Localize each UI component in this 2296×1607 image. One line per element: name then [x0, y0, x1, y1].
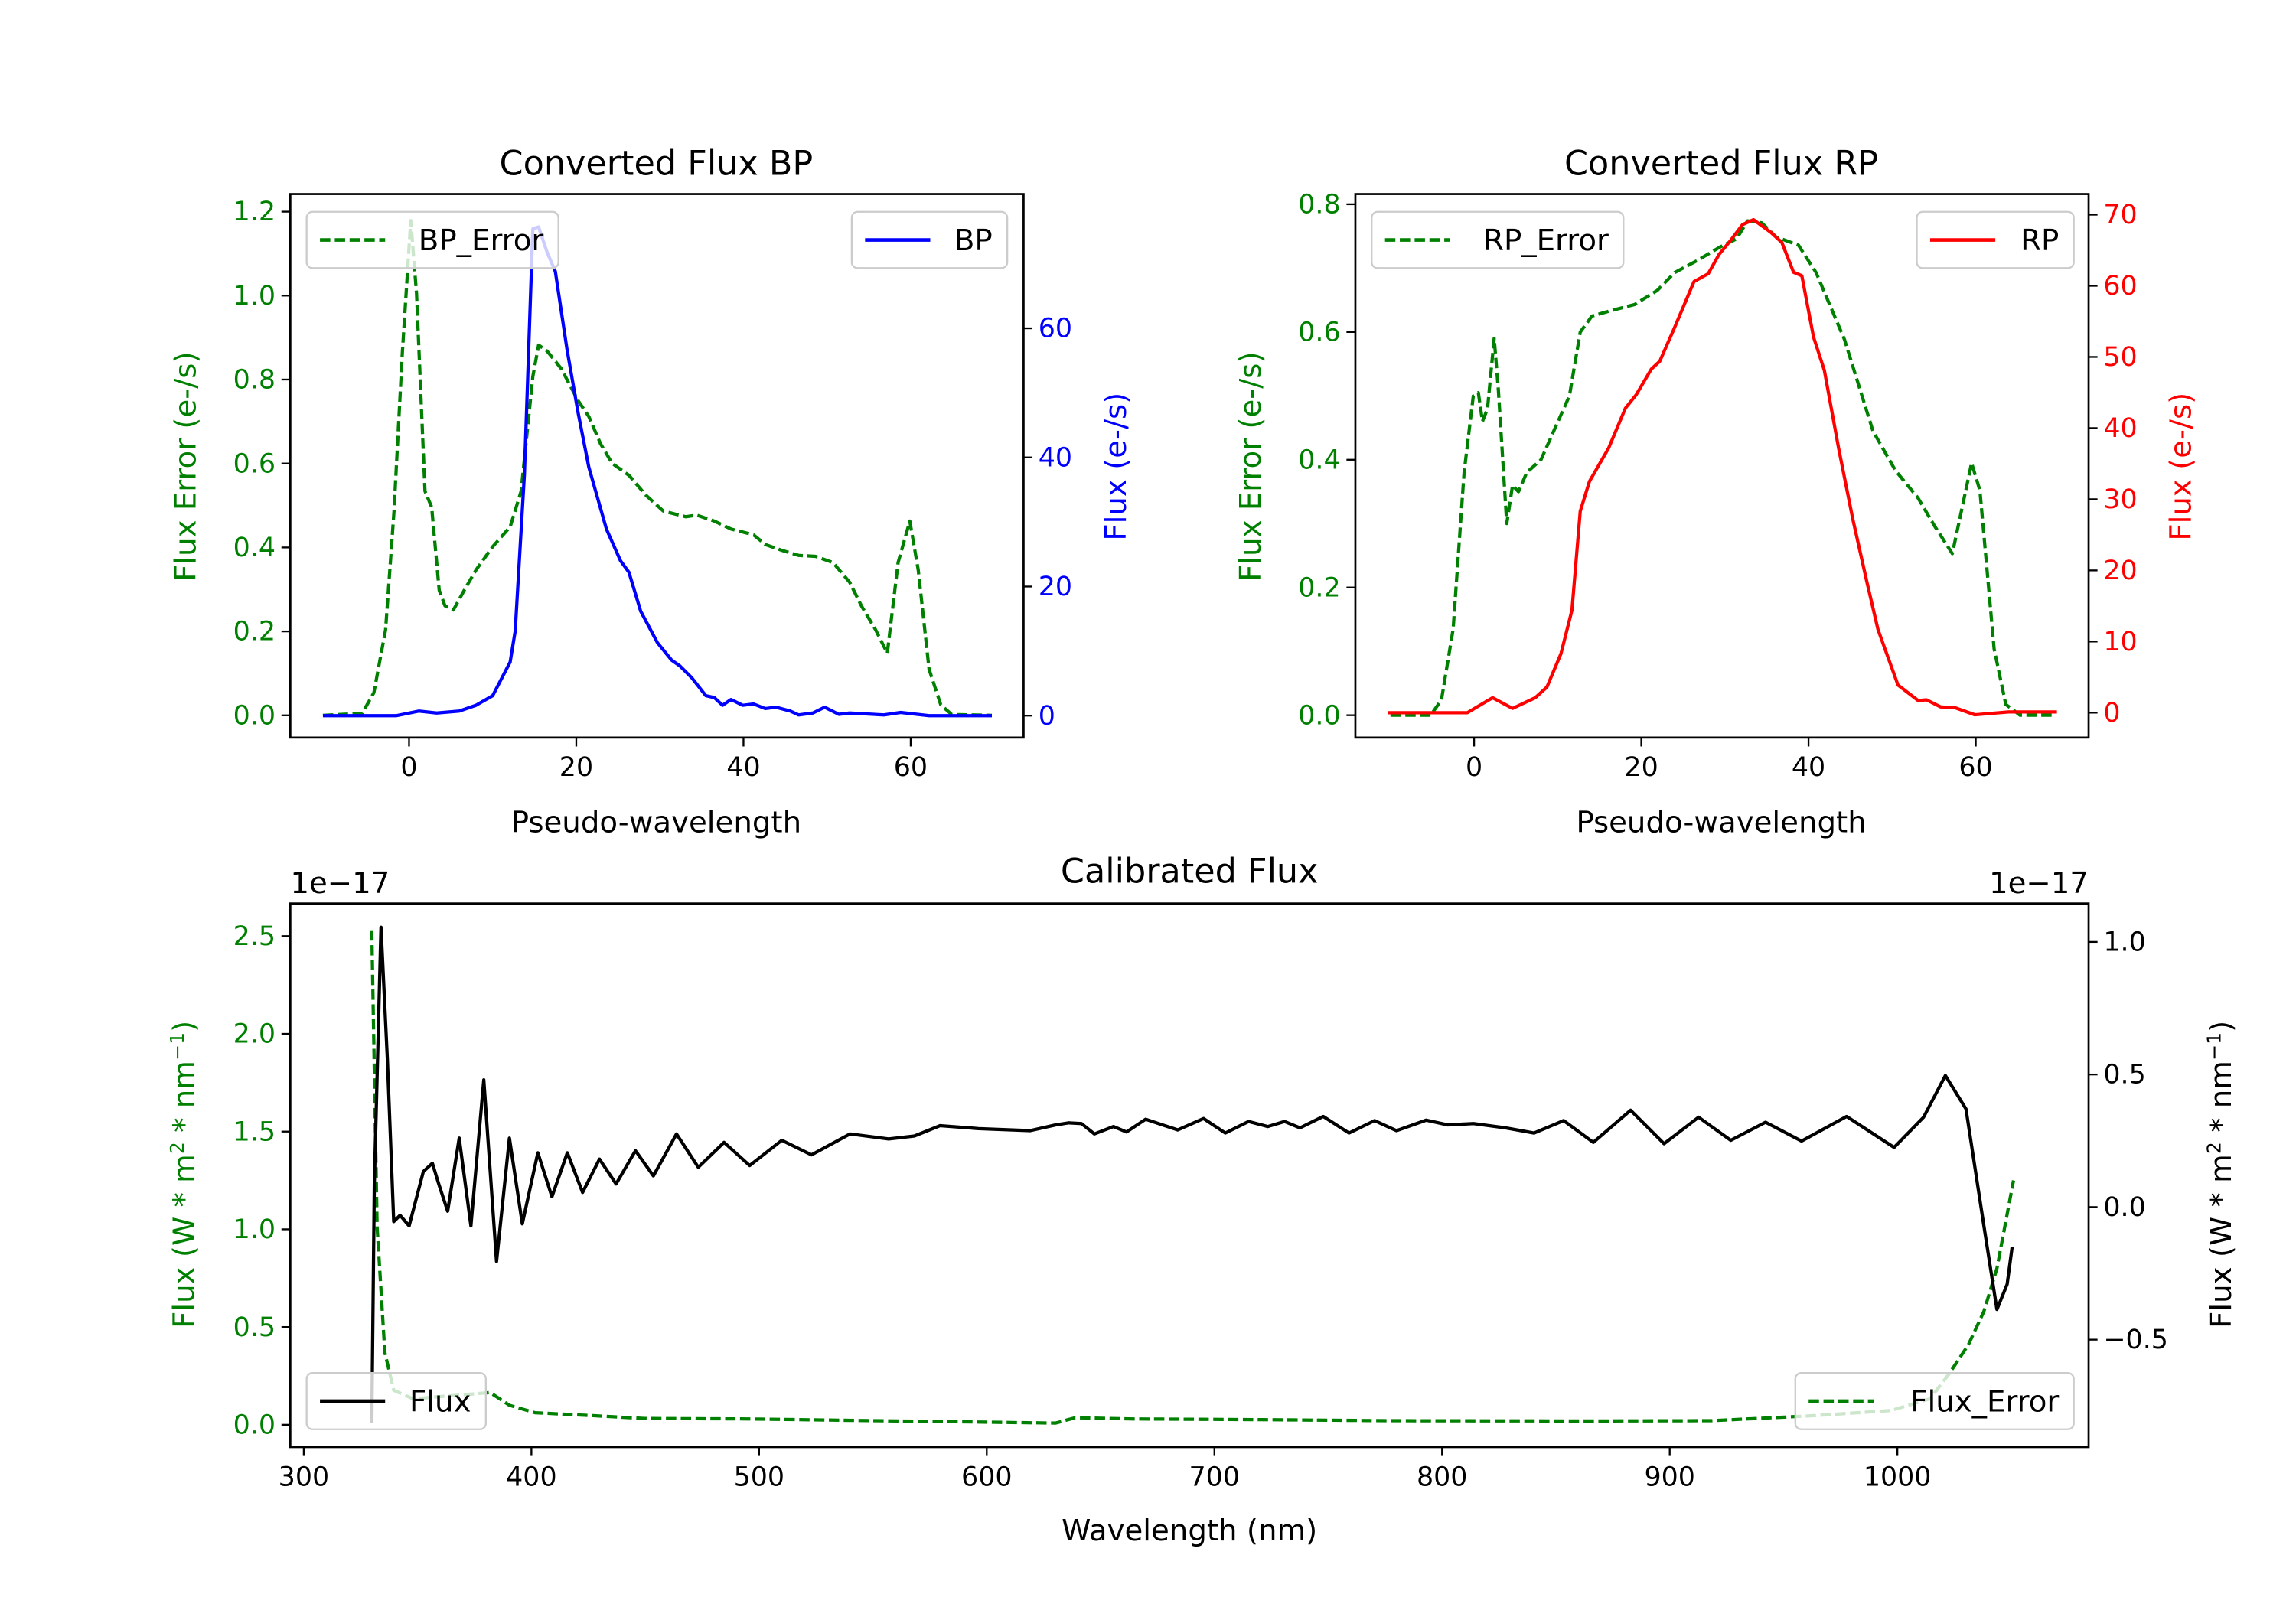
x-tick-label: 20 — [1624, 752, 1658, 783]
left-y-tick-label: 0.0 — [233, 1410, 276, 1440]
x-tick-label: 600 — [961, 1462, 1012, 1492]
series-line-bp — [322, 225, 992, 718]
legend-rp-error: RP_Error — [1371, 210, 1625, 269]
x-tick-label: 900 — [1644, 1462, 1694, 1492]
left-y-tick-label: 1.0 — [233, 1214, 276, 1245]
right-y-axis-label: Flux (W * m2 * nm−1) — [2203, 1021, 2239, 1328]
right-y-tick-label: 0 — [1039, 701, 1055, 732]
right-y-tick-label: 1.0 — [2103, 927, 2145, 958]
left-y-axis-label: Flux Error (e-/s) — [1234, 351, 1268, 581]
left-y-tick-label: 1.2 — [233, 197, 276, 227]
x-tick-label: 500 — [734, 1462, 784, 1492]
series-line-flux — [370, 925, 2014, 1423]
right-y-tick-label: 40 — [1039, 442, 1072, 473]
right-y-tick-label: 20 — [1039, 572, 1072, 602]
left-y-tick-label: 0.4 — [1298, 445, 1340, 475]
left-y-tick-label: 0.5 — [233, 1312, 276, 1343]
x-tick-label: 60 — [1958, 752, 1992, 783]
plot-frame — [1354, 193, 2090, 739]
legend-box — [1371, 210, 1625, 269]
left-y-axis-label: Flux (W * m2 * nm−1) — [166, 1021, 202, 1328]
right-y-axis-label: Flux (e-/s) — [1099, 393, 1133, 541]
left-y-tick-label: 0.8 — [1298, 190, 1340, 220]
legend-flux-error: Flux_Error — [1794, 1372, 2075, 1430]
right-offset-label: 1e−17 — [1989, 866, 2089, 901]
x-tick-label: 20 — [559, 752, 593, 783]
left-y-tick-label: 0.6 — [233, 448, 276, 479]
legend-box — [1794, 1372, 2075, 1430]
left-y-tick-label: 1.0 — [233, 281, 276, 311]
left-y-axis-label: Flux Error (e-/s) — [168, 351, 203, 581]
rp-chart: Converted Flux RP Pseudo-wavelength Flux… — [1234, 144, 2198, 839]
left-y-tick-label: 1.5 — [233, 1116, 276, 1147]
legend-bp: BP — [850, 210, 1009, 269]
legend-label: BP_Error — [419, 223, 544, 258]
left-y-tick-label: 0.0 — [1298, 700, 1340, 731]
legend-label: Flux_Error — [1910, 1385, 2059, 1420]
x-axis-label: Pseudo-wavelength — [511, 806, 801, 840]
calibrated-flux-chart: Calibrated Flux Wavelength (nm) 1e−17 1e… — [166, 852, 2239, 1548]
x-tick-label: 40 — [1792, 752, 1825, 783]
plot-frame — [289, 902, 2090, 1449]
right-y-tick-label: 0.0 — [2103, 1192, 2145, 1223]
x-tick-label: 0 — [1466, 752, 1482, 783]
x-tick-label: 300 — [279, 1462, 329, 1492]
x-axis-label: Pseudo-wavelength — [1576, 806, 1866, 840]
legend-flux: Flux — [305, 1372, 487, 1430]
plot-frame — [289, 193, 1025, 739]
x-tick-label: 1000 — [1864, 1462, 1932, 1492]
right-y-tick-label: 40 — [2103, 413, 2137, 444]
x-axis-label: Wavelength (nm) — [1062, 1514, 1317, 1548]
x-tick-label: 40 — [726, 752, 760, 783]
legend-box — [305, 210, 559, 269]
right-y-tick-label: 60 — [1039, 314, 1072, 344]
legend-label: RP — [2020, 223, 2059, 258]
series-line-rp — [1388, 217, 2057, 717]
x-tick-label: 800 — [1417, 1462, 1467, 1492]
right-y-tick-label: 70 — [2103, 200, 2137, 230]
legend-label: RP_Error — [1483, 223, 1609, 258]
chart-title: Converted Flux RP — [1564, 144, 1878, 183]
right-y-tick-label: 10 — [2103, 627, 2137, 657]
left-y-tick-label: 2.5 — [233, 921, 276, 952]
left-y-tick-label: 0.6 — [1298, 317, 1340, 347]
legend-label: Flux — [409, 1385, 471, 1420]
right-y-axis-label: Flux (e-/s) — [2164, 393, 2199, 541]
left-offset-label: 1e−17 — [290, 866, 390, 901]
left-y-tick-label: 0.0 — [233, 700, 276, 731]
x-tick-label: 700 — [1189, 1462, 1240, 1492]
chart-title: Converted Flux BP — [500, 144, 814, 183]
x-tick-label: 400 — [506, 1462, 556, 1492]
x-tick-label: 0 — [400, 752, 417, 783]
left-y-tick-label: 0.2 — [233, 617, 276, 647]
left-y-tick-label: 0.2 — [1298, 572, 1340, 603]
series-line-bp-error — [322, 219, 993, 717]
legend-box — [305, 1372, 487, 1430]
legend-label: BP — [954, 223, 993, 258]
left-y-tick-label: 0.8 — [233, 365, 276, 396]
right-y-tick-label: 50 — [2103, 342, 2137, 373]
right-y-tick-label: 0.5 — [2103, 1060, 2145, 1090]
right-y-tick-label: 60 — [2103, 271, 2137, 302]
left-y-tick-label: 0.4 — [233, 533, 276, 563]
series-line-rp-error — [1390, 219, 2055, 717]
left-y-tick-label: 2.0 — [233, 1019, 276, 1050]
legend-rp: RP — [1916, 210, 2075, 269]
right-y-tick-label: 0 — [2103, 698, 2120, 729]
chart-title: Calibrated Flux — [1061, 852, 1319, 892]
right-y-tick-label: −0.5 — [2103, 1325, 2168, 1355]
x-tick-label: 60 — [894, 752, 928, 783]
right-y-tick-label: 20 — [2103, 556, 2137, 586]
legend-bp-error: BP_Error — [305, 210, 559, 269]
bp-chart: Converted Flux BP Pseudo-wavelength Flux… — [168, 144, 1133, 839]
right-y-tick-label: 30 — [2103, 484, 2137, 515]
